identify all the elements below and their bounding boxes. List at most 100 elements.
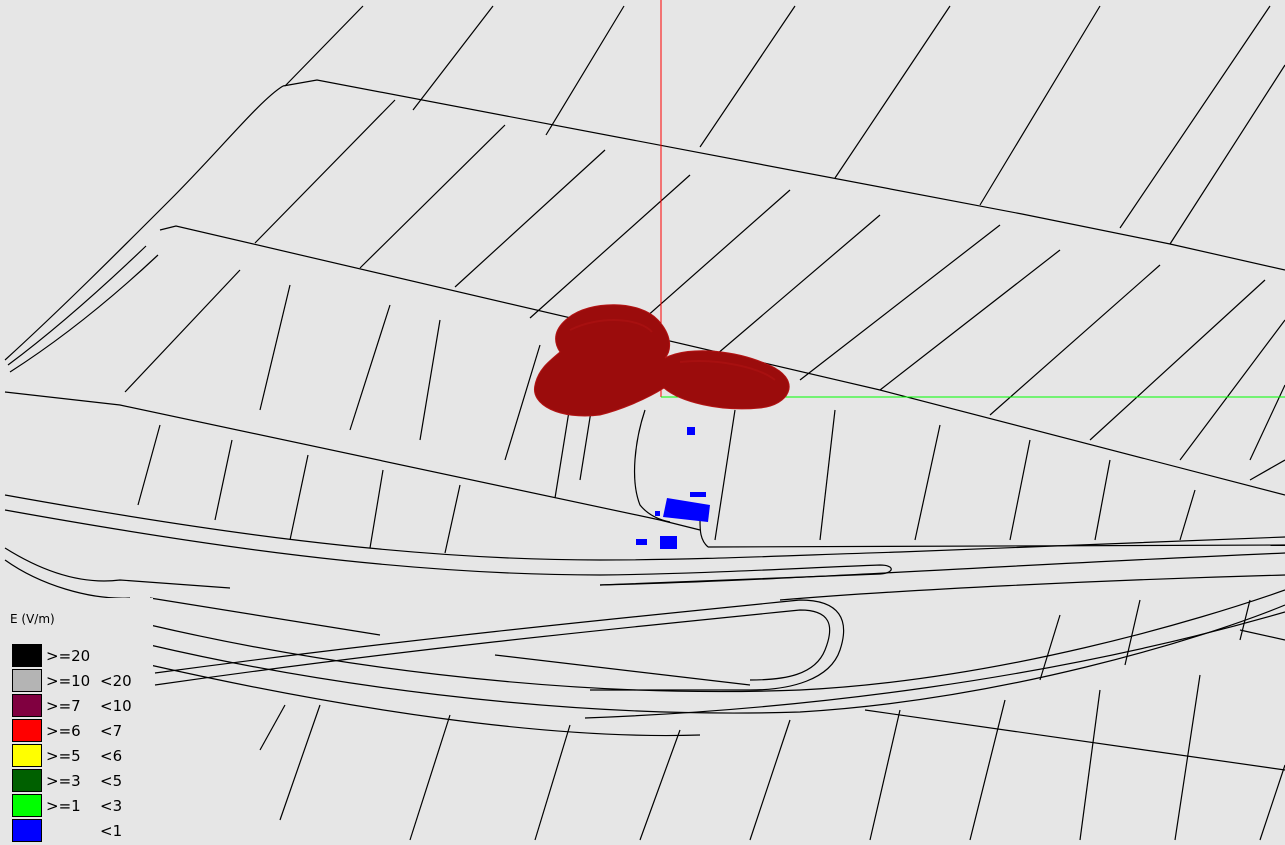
parcel-line — [545, 5, 625, 136]
parcel-line — [1249, 459, 1285, 481]
legend-upper-label: <7 — [100, 722, 123, 740]
legend-item-lt1: <1 — [12, 819, 152, 844]
parcel-line — [1079, 689, 1101, 841]
road-line — [1239, 629, 1285, 641]
parcel-line — [214, 439, 233, 521]
parcel-line — [749, 719, 791, 841]
parcel-line — [1174, 674, 1201, 841]
road-line — [9, 254, 159, 373]
legend-lower-label: >=10 — [46, 672, 91, 690]
highway-line — [149, 604, 1285, 714]
parcel-line — [989, 264, 1161, 416]
parcel-line — [639, 729, 681, 841]
parcel-line — [834, 5, 951, 179]
road-line — [494, 654, 751, 686]
highway-line — [584, 611, 1285, 719]
legend-swatch — [12, 644, 42, 667]
highway-line — [707, 544, 1285, 548]
parcel-line — [1169, 64, 1285, 245]
road-line — [282, 79, 1285, 271]
parcel-line — [1179, 319, 1285, 461]
highway-line — [154, 609, 831, 686]
legend-title: E (V/m) — [10, 612, 55, 626]
parcel-line — [369, 469, 384, 549]
highway-line — [154, 599, 845, 691]
legend-lower-label: >=3 — [46, 772, 81, 790]
parcel-line — [879, 249, 1061, 391]
legend-item-3-5: >=3 <5 — [12, 769, 152, 794]
road-line — [259, 704, 286, 751]
highway-line — [779, 574, 1285, 601]
road-line — [7, 245, 147, 366]
parcel-line — [1179, 489, 1196, 541]
road-line — [149, 597, 381, 636]
parcel-line — [137, 424, 161, 506]
parcel-line — [799, 224, 1001, 381]
legend-upper-label: <20 — [100, 672, 132, 690]
legend-swatch — [12, 819, 42, 842]
parcel-line — [819, 409, 836, 541]
parcel-line — [554, 404, 571, 499]
parcel-line — [1094, 459, 1111, 541]
parcel-line — [444, 484, 461, 554]
building-block — [663, 498, 710, 522]
field-exposure-region — [534, 304, 790, 417]
building-block — [655, 511, 660, 516]
parcel-line — [284, 5, 364, 87]
parcel-line — [412, 5, 494, 111]
parcel-line — [969, 699, 1006, 841]
legend-swatch — [12, 694, 42, 717]
legend-panel: E (V/m) >=20 >=10 <20 >=7 <10 >=6 <7 >=5… — [0, 598, 153, 845]
legend-upper-label: <5 — [100, 772, 123, 790]
legend-item-1-3: >=1 <3 — [12, 794, 152, 819]
parcel-line — [534, 724, 571, 841]
parcel-line — [289, 454, 309, 541]
highway-line — [149, 589, 1285, 693]
parcel-line — [419, 319, 441, 441]
building-block — [660, 536, 677, 549]
road-line — [159, 225, 1285, 496]
parcel-line — [1039, 614, 1061, 681]
parcel-line — [529, 174, 691, 319]
legend-lower-label: >=5 — [46, 747, 81, 765]
parcel-line — [349, 304, 391, 431]
road-line — [864, 709, 1285, 771]
driveway-line — [633, 409, 671, 523]
street-map-lines — [4, 5, 1285, 841]
legend-item-5-6: >=5 <6 — [12, 744, 152, 769]
parcel-line — [1124, 599, 1141, 666]
highway-line — [4, 547, 231, 589]
legend-upper-label: <10 — [100, 697, 132, 715]
road-line — [1249, 384, 1285, 461]
parcel-line — [714, 409, 736, 541]
legend-lower-label: >=7 — [46, 697, 81, 715]
driveway-line — [699, 519, 709, 548]
parcel-line — [124, 269, 241, 393]
legend-item-ge20: >=20 — [12, 644, 152, 669]
parcel-line — [259, 284, 291, 411]
parcel-line — [454, 149, 606, 288]
legend-swatch — [12, 719, 42, 742]
parcel-line — [979, 5, 1101, 206]
highway-line — [4, 509, 892, 586]
highway-line — [149, 664, 701, 737]
legend-swatch — [12, 744, 42, 767]
legend-item-6-7: >=6 <7 — [12, 719, 152, 744]
parcel-line — [409, 714, 451, 841]
legend-upper-label: <1 — [100, 822, 123, 840]
legend-lower-label: >=1 — [46, 797, 81, 815]
legend-item-7-10: >=7 <10 — [12, 694, 152, 719]
legend-lower-label: >=6 — [46, 722, 81, 740]
building-block — [687, 427, 695, 435]
parcel-line — [1239, 599, 1251, 641]
road-line — [4, 85, 284, 361]
parcel-line — [1009, 439, 1031, 541]
parcel-line — [1259, 764, 1285, 841]
low-field-objects — [636, 427, 710, 549]
legend-item-10-20: >=10 <20 — [12, 669, 152, 694]
parcel-line — [869, 709, 901, 841]
parcel-line — [709, 214, 881, 361]
legend-upper-label: <3 — [100, 797, 123, 815]
